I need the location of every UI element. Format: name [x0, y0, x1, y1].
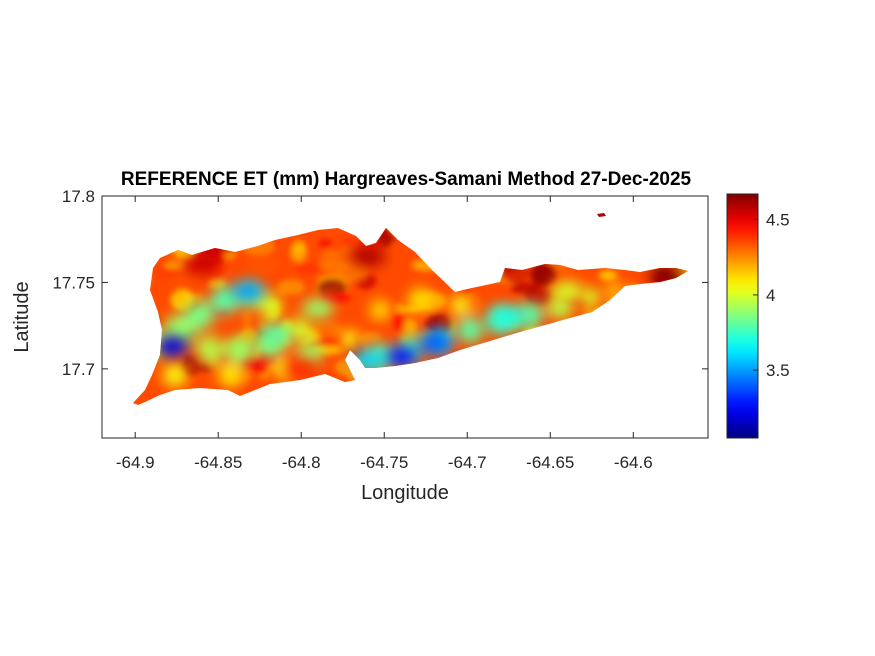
x-tick-label: -64.85: [194, 453, 242, 472]
texture-cell: [317, 278, 347, 297]
texture-cell: [318, 239, 333, 249]
texture-cell: [319, 249, 343, 272]
texture-cell: [196, 363, 214, 372]
colorbar-ticks: 3.5 4 4.5: [753, 211, 790, 380]
texture-cell: [598, 270, 617, 281]
y-ticks: 17.7 17.75 17.8: [52, 187, 708, 379]
colorbar-tick-label: 3.5: [766, 361, 790, 380]
texture-cell: [171, 268, 198, 292]
colorbar: 3.5 4 4.5: [726, 193, 790, 439]
cool-spot: [155, 336, 188, 357]
islet: [597, 213, 606, 217]
cool-band-cell: [370, 300, 390, 320]
colorbar-tick-label: 4: [766, 286, 775, 305]
x-tick-label: -64.7: [448, 453, 487, 472]
cool-band-cell: [211, 286, 239, 314]
chart-title: REFERENCE ET (mm) Hargreaves-Samani Meth…: [121, 169, 692, 190]
islet-shape: [597, 213, 606, 217]
colorbar-tick-label: 4.5: [766, 211, 790, 230]
x-axis-label: Longitude: [361, 482, 449, 504]
cool-band-cell: [226, 336, 254, 364]
cool-band-cell: [408, 288, 432, 312]
texture-cell: [289, 243, 308, 263]
y-tick-label: 17.7: [62, 360, 95, 379]
cool-band-cell: [450, 295, 470, 315]
cool-band-cell: [163, 363, 187, 387]
warm-spot: [283, 358, 320, 379]
y-axis-label: Latitude: [11, 281, 33, 352]
y-tick-label: 17.75: [52, 273, 95, 292]
texture-cell: [510, 281, 539, 295]
cool-band-cell: [457, 317, 483, 343]
texture-cell: [248, 256, 280, 275]
x-tick-label: -64.65: [526, 453, 574, 472]
texture-cell: [312, 320, 344, 338]
cool-band-cell: [218, 363, 242, 387]
texture-cell: [163, 260, 186, 270]
x-ticks: -64.9 -64.85 -64.8 -64.75 -64.7 -64.65 -64.6: [116, 196, 653, 472]
cool-band-cell: [548, 296, 572, 320]
texture-cell: [170, 289, 195, 311]
plot-area: -64.9 -64.85 -64.8 -64.75 -64.7 -64.65 -64.6 1…: [52, 187, 709, 472]
cool-band-cell: [340, 330, 360, 350]
heatmap-spots: [155, 246, 685, 379]
colorbar-scale: [726, 193, 759, 439]
texture-cell: [296, 262, 320, 275]
texture-cell: [530, 262, 552, 287]
texture-cell: [241, 308, 253, 332]
x-tick-label: -64.9: [116, 453, 155, 472]
cool-spot: [384, 346, 417, 367]
cool-band-cell: [196, 336, 224, 364]
cool-band-cell: [580, 288, 600, 308]
cool-band-cell: [517, 302, 543, 328]
cool-band-cell: [186, 301, 214, 329]
texture-cell: [277, 279, 306, 296]
x-tick-label: -64.8: [282, 453, 321, 472]
warm-spot: [349, 246, 386, 267]
texture-cell: [392, 311, 406, 332]
cool-band-cell: [288, 318, 312, 342]
cool-spot: [550, 281, 583, 302]
warm-spot: [183, 255, 220, 276]
x-tick-label: -64.75: [360, 453, 408, 472]
cool-spot: [492, 307, 525, 327]
texture-cell: [500, 265, 530, 283]
texture-cell: [340, 237, 356, 246]
texture-cell: [401, 318, 418, 334]
x-tick-label: -64.6: [614, 453, 653, 472]
cool-band-cell: [258, 293, 282, 317]
cool-spot: [418, 332, 451, 353]
cool-spot: [232, 281, 265, 302]
texture-cell: [361, 331, 382, 343]
y-tick-label: 17.8: [62, 187, 95, 206]
cool-spot: [260, 324, 293, 345]
cool-spot: [301, 298, 334, 319]
